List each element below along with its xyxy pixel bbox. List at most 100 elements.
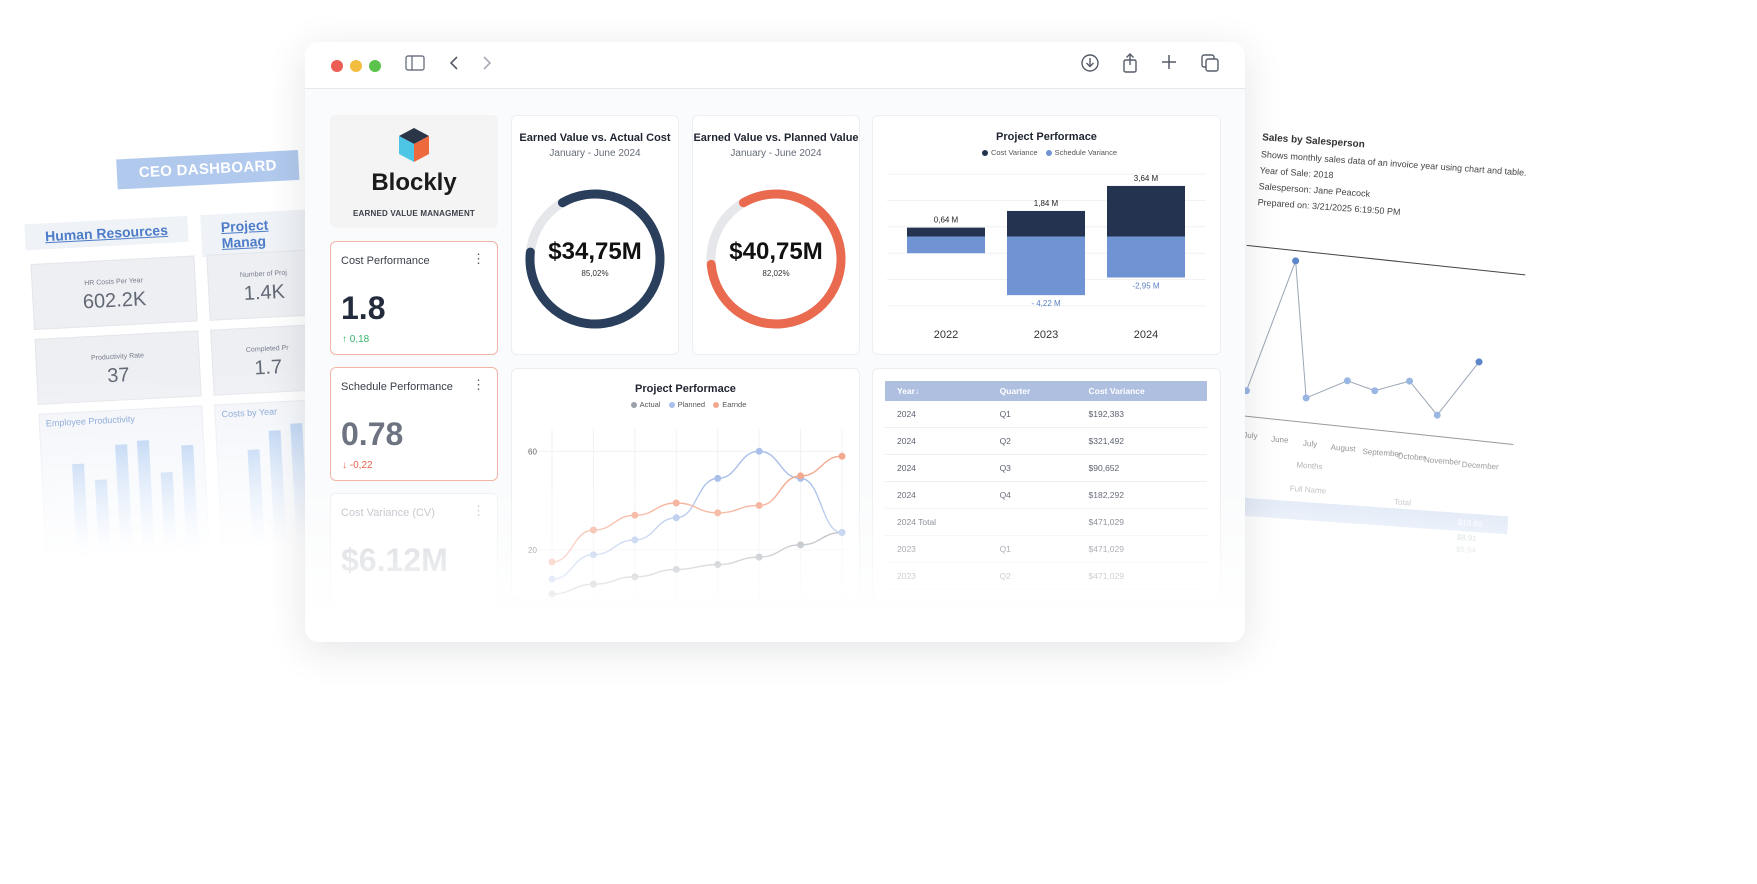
month-label: August xyxy=(1330,443,1356,454)
bar-data-label: 3,64 M xyxy=(1134,174,1159,183)
chart-bar xyxy=(247,449,265,550)
line-chart: 60 20 xyxy=(526,429,846,599)
data-point xyxy=(631,536,639,544)
data-point xyxy=(631,511,639,519)
bar-data-label: - 4,22 M xyxy=(1031,299,1061,308)
month-label: July xyxy=(1243,431,1258,441)
sales-point xyxy=(1343,377,1351,385)
kpi-title: Cost Performance xyxy=(341,255,430,267)
kpi-hr-costs: HR Costs Per Year 602.2K xyxy=(30,255,198,331)
download-icon[interactable] xyxy=(1078,53,1102,77)
table-row[interactable]: 2024 Q1 $192,383 xyxy=(885,401,1207,428)
table-row[interactable]: 2023 Q1 $471,029 xyxy=(885,535,1207,563)
gauge-percent: 85,02% xyxy=(581,269,609,278)
data-point xyxy=(714,509,722,517)
table-header: Total xyxy=(1394,497,1412,507)
kpi-value: 1.8 xyxy=(341,290,386,326)
bar-chart: 0,64 M 2022 1,84 M - 4,22 M 2023 3,64 M -2,95 … xyxy=(887,173,1206,341)
table-row[interactable]: 2024 Q4 $182,292 xyxy=(885,481,1207,509)
toolbar xyxy=(305,42,1245,89)
chart-bar xyxy=(94,479,111,558)
table-cell: $471,029 xyxy=(1076,535,1207,563)
sales-line-chart: July June July August September October … xyxy=(1227,244,1526,555)
tab-human-resources[interactable]: Human Resources xyxy=(24,215,189,251)
brand-name: Blockly xyxy=(371,169,457,196)
column-header-cost-variance[interactable]: Cost Variance xyxy=(1076,381,1207,401)
gauge-progress xyxy=(706,189,846,329)
data-point xyxy=(797,541,805,549)
month-label: December xyxy=(1462,460,1500,472)
table-cell: $471,029 xyxy=(1076,562,1207,590)
back-icon[interactable] xyxy=(442,53,466,77)
arrow-up-icon: ↑ xyxy=(342,334,347,345)
legend-swatch xyxy=(981,150,988,157)
gauge-period: January - June 2024 xyxy=(549,148,641,159)
table-cell: 2023 xyxy=(885,535,988,563)
table-row[interactable]: 2024 Q2 $321,492 xyxy=(885,427,1207,455)
kpi-value: $6.12M xyxy=(341,542,448,578)
schedule-performance-card[interactable]: Schedule Performance ⋮ 0.78 ↓ -0,22 xyxy=(330,367,498,481)
bar-cost-variance xyxy=(907,227,985,237)
data-point xyxy=(548,575,556,583)
table-cell: 2023 xyxy=(885,562,988,590)
column-header-year[interactable]: Year↓ xyxy=(885,381,988,401)
browser-window: Blockly EARNED VALUE MANAGMENT Cost Perf… xyxy=(305,42,1245,642)
data-point xyxy=(755,501,763,509)
tab-overview-icon[interactable] xyxy=(1198,53,1222,77)
employee-productivity-chart: Employee Productivity xyxy=(38,405,211,576)
total-value: $5.94 xyxy=(1456,545,1477,555)
total-value: $19.80 xyxy=(1457,518,1483,529)
earned-vs-planned-card: Earned Value vs. Planned Value January -… xyxy=(692,115,860,355)
new-tab-icon[interactable] xyxy=(1157,53,1181,77)
chart-title: Project Performace xyxy=(635,383,736,395)
zoom-window-button[interactable] xyxy=(369,60,381,72)
legend-swatch xyxy=(668,402,675,409)
table-cell: 2024 xyxy=(885,481,988,509)
bar-cost-variance xyxy=(1107,185,1185,237)
bar-schedule-variance xyxy=(1107,236,1185,278)
column-header-quarter[interactable]: Quarter xyxy=(987,381,1077,401)
table-header-row: Year↓ Quarter Cost Variance xyxy=(885,381,1207,401)
kpi-productivity-rate: Productivity Rate 37 xyxy=(34,330,202,405)
table-cell: $321,492 xyxy=(1076,427,1207,455)
minimize-window-button[interactable] xyxy=(350,60,362,72)
data-point xyxy=(672,514,680,522)
forward-icon[interactable] xyxy=(475,53,499,77)
y-tick-label: 20 xyxy=(528,546,537,555)
table-row[interactable]: 2024 Q3 $90,652 xyxy=(885,454,1207,482)
table-cell: Q4 xyxy=(987,481,1077,509)
ceo-dashboard-banner: CEO DASHBOARD xyxy=(116,149,300,190)
table-row[interactable]: 2023 Q2 $471,029 xyxy=(885,562,1207,590)
kpi-title: Schedule Performance xyxy=(341,381,453,393)
legend-swatch xyxy=(1045,150,1052,157)
close-window-button[interactable] xyxy=(331,60,343,72)
table-row[interactable]: 2024 Total $471,029 xyxy=(885,508,1207,536)
sales-point xyxy=(1302,394,1310,402)
data-point xyxy=(672,499,680,507)
data-point xyxy=(714,474,722,482)
more-vertical-icon[interactable]: ⋮ xyxy=(472,251,485,266)
more-vertical-icon[interactable]: ⋮ xyxy=(472,377,485,392)
chart-bar xyxy=(72,463,90,560)
month-label: November xyxy=(1424,455,1462,467)
gauge-progress xyxy=(525,189,665,329)
project-performance-bar-card: Project Performace Cost Variance Schedul… xyxy=(872,115,1221,355)
table-cell: Q2 xyxy=(987,427,1077,455)
table-cell: $90,652 xyxy=(1076,454,1207,482)
cost-performance-card[interactable]: Cost Performance ⋮ 1.8 ↑ 0,18 xyxy=(330,241,498,355)
table-band xyxy=(1227,496,1509,535)
chart-bar xyxy=(115,444,133,557)
month-label: June xyxy=(1271,435,1289,445)
months-axis-label: Months xyxy=(1296,460,1323,471)
data-point xyxy=(755,553,763,561)
share-icon[interactable] xyxy=(1118,53,1142,77)
data-point xyxy=(714,561,722,569)
more-vertical-icon[interactable]: ⋮ xyxy=(472,503,485,518)
cost-variance-card[interactable]: Cost Variance (CV) ⋮ $6.12M xyxy=(330,493,498,607)
sort-down-icon: ↓ xyxy=(914,386,920,396)
table-cell: 2024 xyxy=(885,427,988,455)
sales-point xyxy=(1475,358,1483,366)
brand-subtitle: EARNED VALUE MANAGMENT xyxy=(352,209,476,218)
sales-point xyxy=(1433,411,1441,419)
sidebar-toggle-icon[interactable] xyxy=(403,53,427,77)
